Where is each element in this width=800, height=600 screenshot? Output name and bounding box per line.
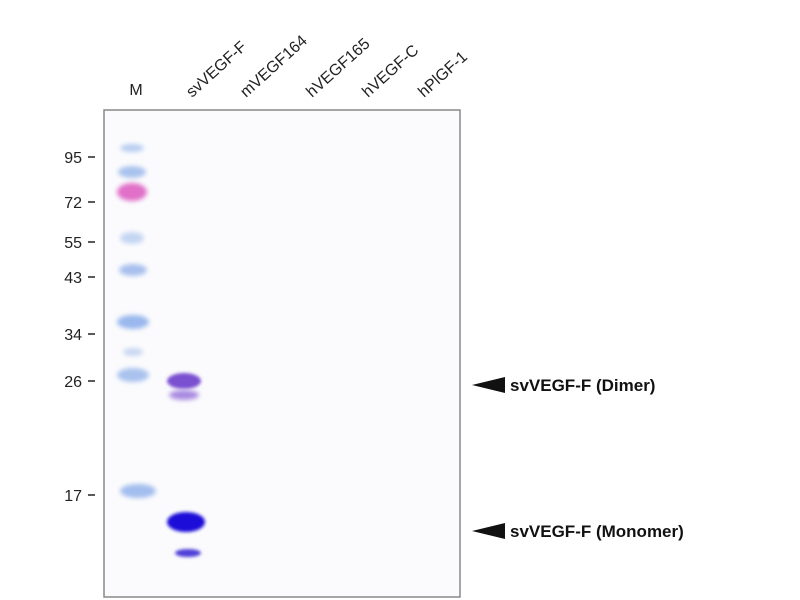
mw-label: 17 <box>64 488 82 505</box>
mw-markers: 95 72 55 43 34 26 17 <box>64 150 95 505</box>
mw-label: 43 <box>64 270 82 287</box>
arrow <box>472 377 505 393</box>
marker-ladder <box>117 144 156 498</box>
mw-label: 34 <box>64 327 82 344</box>
mw-label: 26 <box>64 374 82 391</box>
mw-label: 72 <box>64 195 82 212</box>
sample-bands <box>167 373 205 557</box>
annotation: svVEGF-F (Monomer) <box>510 522 684 541</box>
lane-label: mVEGF164 <box>237 32 311 101</box>
annotation: svVEGF-F (Dimer) <box>510 376 655 395</box>
lane-label: M <box>129 82 142 99</box>
mw-label: 95 <box>64 150 82 167</box>
arrow <box>472 523 505 539</box>
lane-label: hPlGF-1 <box>415 48 471 101</box>
gel <box>103 109 461 598</box>
mw-label: 55 <box>64 235 82 252</box>
